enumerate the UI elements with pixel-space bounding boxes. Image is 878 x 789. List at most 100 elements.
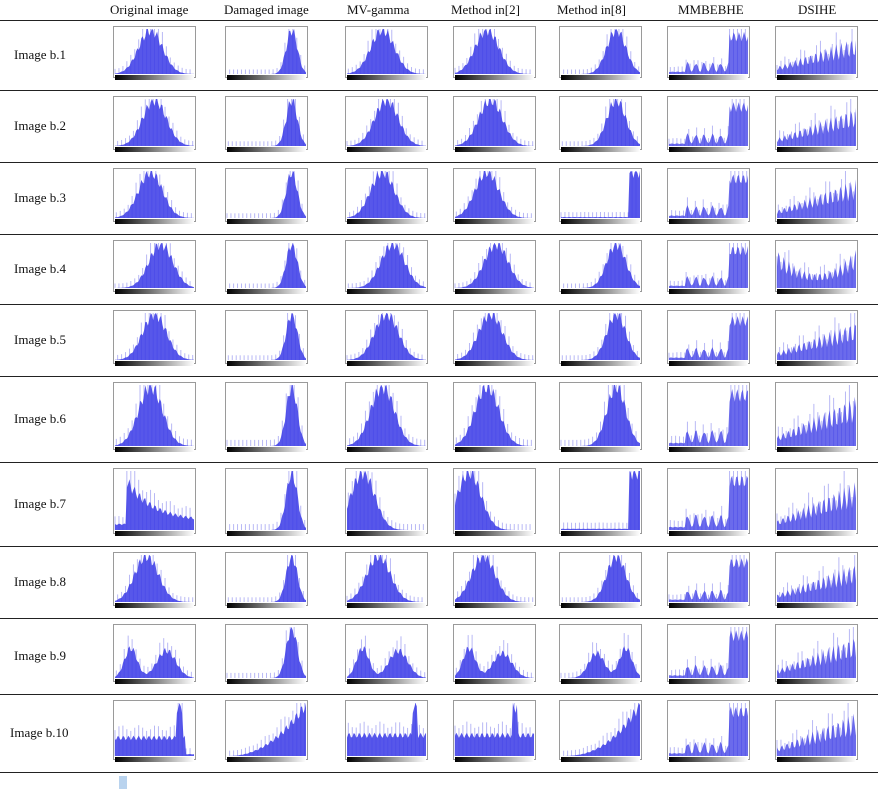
histogram-plot bbox=[225, 96, 308, 152]
histogram-area bbox=[347, 99, 426, 146]
histogram-plot bbox=[113, 26, 196, 80]
histogram-area bbox=[115, 385, 194, 446]
histogram-plot bbox=[345, 26, 428, 80]
histogram-area bbox=[669, 706, 748, 756]
histogram-area bbox=[561, 313, 640, 360]
histogram-thumbnail bbox=[450, 96, 538, 158]
histogram-plot bbox=[225, 624, 308, 684]
histogram-thumbnail bbox=[342, 96, 430, 158]
histogram-area bbox=[455, 555, 534, 602]
histogram-plot bbox=[453, 310, 536, 366]
row-label: Image b.3 bbox=[14, 190, 66, 205]
histogram-thumbnail bbox=[664, 240, 752, 300]
histogram-thumbnail bbox=[342, 552, 430, 614]
intensity-gradient-bar bbox=[115, 679, 194, 684]
histogram-area bbox=[347, 555, 426, 602]
histogram-area bbox=[455, 171, 534, 218]
histogram-thumbnail bbox=[342, 468, 430, 542]
histogram-plot bbox=[559, 624, 642, 684]
intensity-gradient-bar bbox=[455, 219, 534, 224]
intensity-gradient-bar bbox=[347, 757, 426, 762]
intensity-gradient-bar bbox=[115, 289, 194, 294]
histogram-area bbox=[777, 249, 856, 288]
histogram-area bbox=[561, 243, 640, 288]
histogram-thumbnail bbox=[342, 240, 430, 300]
histogram-thumbnail bbox=[450, 168, 538, 230]
intensity-gradient-bar bbox=[777, 219, 856, 224]
histogram-thumbnail bbox=[664, 700, 752, 768]
histogram-area bbox=[561, 385, 640, 446]
histogram-area bbox=[227, 171, 306, 218]
histogram-thumbnail bbox=[110, 96, 198, 158]
histogram-plot bbox=[225, 26, 308, 80]
intensity-gradient-bar bbox=[669, 289, 748, 294]
intensity-gradient-bar bbox=[669, 603, 748, 608]
histogram-area bbox=[115, 555, 194, 602]
row-label: Image b.6 bbox=[14, 411, 66, 426]
intensity-gradient-bar bbox=[669, 447, 748, 452]
histogram-thumbnail bbox=[222, 552, 310, 614]
histogram-area bbox=[115, 29, 194, 74]
histogram-area bbox=[115, 99, 194, 146]
intensity-gradient-bar bbox=[227, 603, 306, 608]
histogram-plot bbox=[559, 382, 642, 452]
column-header: Original image bbox=[110, 2, 189, 17]
histogram-thumbnail bbox=[222, 240, 310, 300]
histogram-area bbox=[455, 471, 534, 530]
intensity-gradient-bar bbox=[227, 147, 306, 152]
histogram-area bbox=[227, 555, 306, 602]
histogram-plot bbox=[667, 26, 750, 80]
histogram-plot bbox=[113, 96, 196, 152]
table-rule bbox=[0, 234, 878, 235]
histogram-plot bbox=[113, 624, 196, 684]
histogram-thumbnail bbox=[342, 624, 430, 690]
histogram-plot bbox=[113, 240, 196, 294]
intensity-gradient-bar bbox=[777, 361, 856, 366]
intensity-gradient-bar bbox=[455, 531, 534, 536]
intensity-gradient-bar bbox=[115, 603, 194, 608]
histogram-thumbnail bbox=[556, 468, 644, 542]
histogram-area bbox=[347, 243, 426, 288]
intensity-gradient-bar bbox=[115, 361, 194, 366]
histogram-thumbnail bbox=[772, 96, 860, 158]
histogram-plot bbox=[225, 168, 308, 224]
histogram-thumbnail bbox=[556, 96, 644, 158]
scroll-stub bbox=[119, 776, 127, 789]
intensity-gradient-bar bbox=[227, 757, 306, 762]
histogram-plot bbox=[775, 96, 858, 152]
histogram-plot bbox=[345, 382, 428, 452]
histogram-plot bbox=[667, 96, 750, 152]
row-label: Image b.7 bbox=[14, 496, 66, 511]
histogram-area bbox=[227, 243, 306, 288]
row-label: Image b.5 bbox=[14, 332, 66, 347]
histogram-thumbnail bbox=[110, 552, 198, 614]
histogram-thumbnail bbox=[222, 26, 310, 86]
histogram-area bbox=[777, 324, 856, 360]
histogram-plot bbox=[345, 552, 428, 608]
intensity-gradient-bar bbox=[777, 531, 856, 536]
histogram-thumbnail bbox=[664, 382, 752, 458]
histogram-area bbox=[347, 29, 426, 74]
histogram-plot bbox=[113, 168, 196, 224]
histogram-area bbox=[115, 479, 194, 530]
intensity-gradient-bar bbox=[561, 219, 640, 224]
histogram-thumbnail bbox=[664, 96, 752, 158]
histogram-area bbox=[115, 243, 194, 288]
intensity-gradient-bar bbox=[347, 219, 426, 224]
intensity-gradient-bar bbox=[455, 679, 534, 684]
intensity-gradient-bar bbox=[669, 679, 748, 684]
table-rule bbox=[0, 462, 878, 463]
histogram-area bbox=[455, 313, 534, 360]
row-label: Image b.9 bbox=[14, 648, 66, 663]
intensity-gradient-bar bbox=[561, 603, 640, 608]
histogram-plot bbox=[225, 552, 308, 608]
histogram-thumbnail bbox=[772, 310, 860, 372]
histogram-thumbnail bbox=[342, 310, 430, 372]
histogram-plot bbox=[667, 624, 750, 684]
histogram-thumbnail bbox=[556, 26, 644, 86]
histogram-area bbox=[227, 703, 306, 756]
row-label: Image b.4 bbox=[14, 261, 66, 276]
intensity-gradient-bar bbox=[347, 75, 426, 80]
row-label: Image b.8 bbox=[14, 574, 66, 589]
histogram-area bbox=[777, 482, 856, 530]
